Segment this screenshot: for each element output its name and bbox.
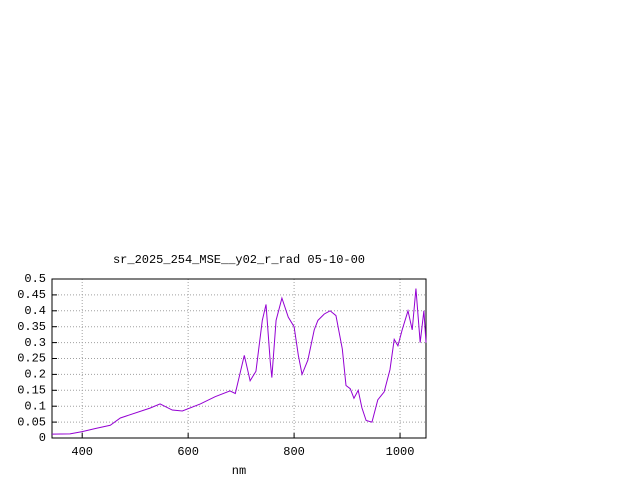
x-tick-label: 400: [71, 445, 93, 459]
y-tick-label: 0: [39, 431, 46, 445]
y-tick-label: 0.4: [24, 304, 46, 318]
y-tick-label: 0.5: [24, 272, 46, 286]
y-tick-label: 0.25: [17, 352, 46, 366]
y-tick-label: 0.2: [24, 368, 46, 382]
y-tick-label: 0.05: [17, 415, 46, 429]
x-tick-label: 600: [177, 445, 199, 459]
y-tick-label: 0.3: [24, 336, 46, 350]
y-tick-label: 0.1: [24, 399, 46, 413]
y-tick-label: 0.15: [17, 383, 46, 397]
plot-frame: [51, 278, 427, 439]
data-line: [51, 288, 427, 435]
y-tick-label: 0.35: [17, 320, 46, 334]
chart-title: sr_2025_254_MSE__y02_r_rad 05-10-00: [113, 253, 365, 267]
x-axis-label: nm: [232, 464, 246, 478]
x-tick-label: 800: [283, 445, 305, 459]
y-tick-label: 0.45: [17, 288, 46, 302]
x-tick-label: 1000: [386, 445, 415, 459]
